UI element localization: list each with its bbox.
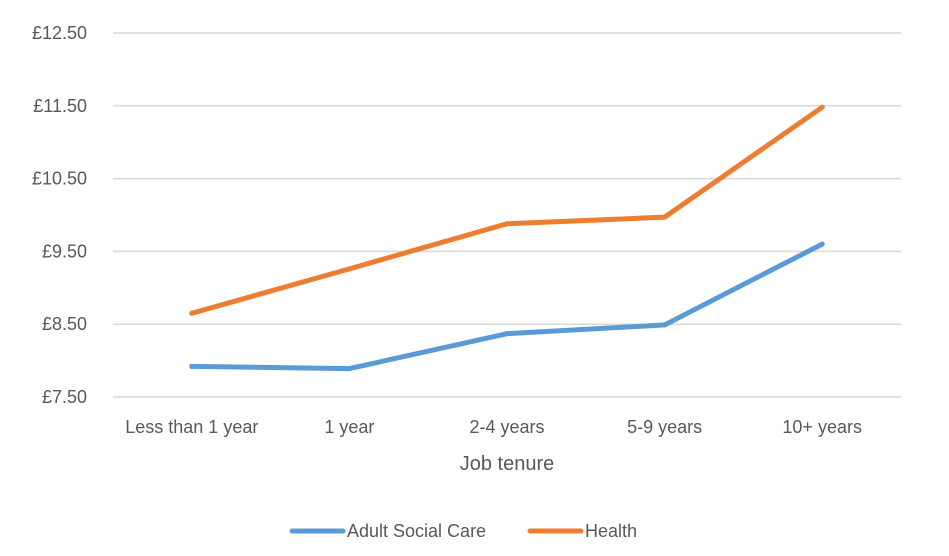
x-axis-title: Job tenure: [460, 453, 555, 475]
data-point: [189, 310, 195, 316]
legend-label: Health: [585, 521, 637, 541]
series-lines: [189, 104, 825, 372]
series-line-health: [189, 104, 825, 316]
x-tick-label: 1 year: [324, 417, 374, 437]
legend-item: Adult Social Care: [289, 521, 486, 541]
data-point: [504, 331, 510, 337]
x-tick-label: 10+ years: [782, 417, 862, 437]
y-tick-label: £7.50: [42, 387, 87, 407]
data-point: [819, 241, 825, 247]
legend: Adult Social Care Health: [289, 521, 637, 541]
data-point: [189, 363, 195, 369]
y-tick-label: £8.50: [42, 314, 87, 334]
legend-label: Adult Social Care: [347, 521, 486, 541]
data-point: [346, 366, 352, 372]
data-point: [662, 214, 668, 220]
gridlines: [113, 32, 901, 398]
x-tick-label: 2-4 years: [469, 417, 544, 437]
y-axis-tick-labels: £7.50 £8.50 £9.50 £10.50 £11.50 £12.50: [32, 23, 87, 407]
data-point: [819, 104, 825, 110]
data-point: [346, 266, 352, 272]
y-tick-label: £12.50: [32, 23, 87, 43]
y-tick-label: £10.50: [32, 169, 87, 189]
data-point: [662, 322, 668, 328]
y-tick-label: £11.50: [33, 96, 87, 116]
x-axis-tick-labels: Less than 1 year 1 year 2-4 years 5-9 years…: [125, 417, 862, 437]
y-tick-label: £9.50: [42, 241, 87, 261]
x-tick-label: Less than 1 year: [125, 417, 258, 437]
legend-item: Health: [527, 521, 637, 541]
x-tick-label: 5-9 years: [627, 417, 702, 437]
series-line-adult-social-care: [189, 241, 825, 372]
data-point: [504, 221, 510, 227]
